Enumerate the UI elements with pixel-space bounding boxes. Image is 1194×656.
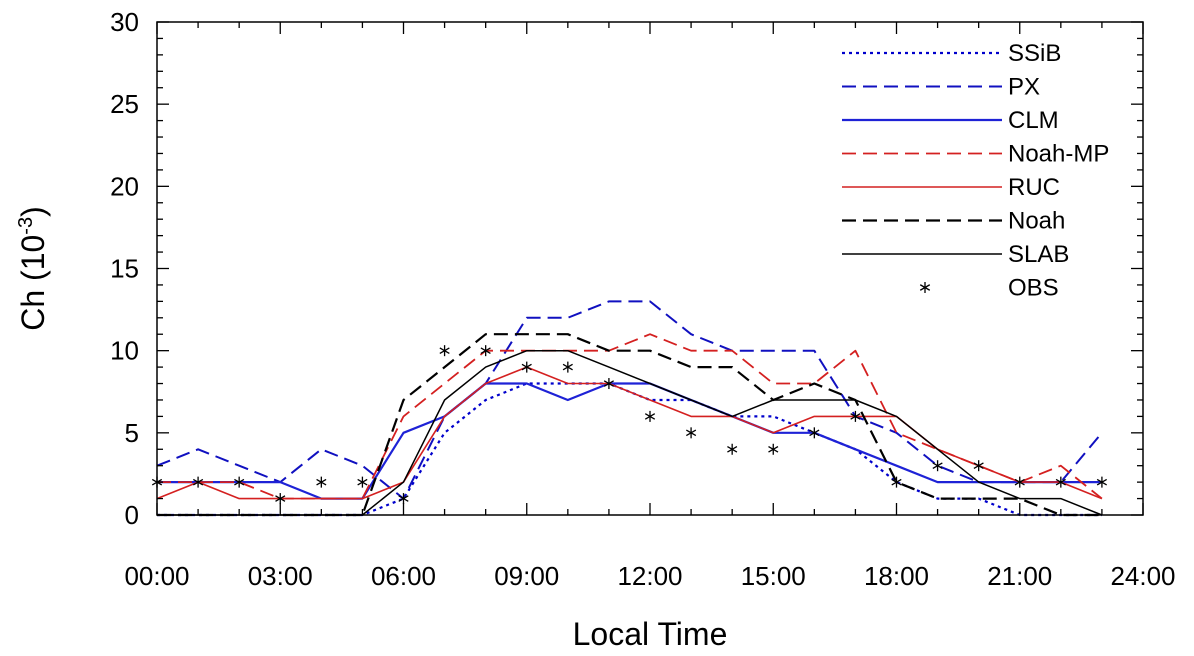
obs-point	[603, 378, 615, 390]
series-line-clm	[157, 382, 1102, 500]
y-axis-title: Ch (10-3)	[15, 206, 51, 331]
obs-point	[891, 476, 902, 488]
obs-point	[316, 476, 327, 488]
obs-point	[192, 476, 204, 488]
legend-label: RUC	[1008, 174, 1060, 201]
obs-point	[234, 476, 245, 488]
series-line-noah-mp	[157, 333, 1103, 500]
obs-point	[685, 427, 697, 439]
x-tick-label: 03:00	[248, 561, 313, 591]
obs-point	[1096, 476, 1108, 488]
obs-point	[809, 427, 820, 439]
legend-label: PX	[1008, 74, 1040, 101]
x-axis-title: Local Time	[573, 616, 728, 652]
x-tick-label: 12:00	[617, 561, 682, 591]
y-axis-title-close: )	[15, 206, 51, 217]
obs-point	[521, 361, 532, 373]
obs-point	[768, 443, 779, 455]
plot-lines	[156, 300, 1103, 517]
x-axis: 00:00 03:00 06:00 09:00 12:00 15:00 18:00 21:00…	[124, 22, 1176, 591]
obs-markers	[151, 345, 1108, 505]
obs-point	[357, 476, 368, 488]
legend-entry-noah: Noah	[842, 208, 1065, 235]
series-line-ruc	[156, 366, 1103, 500]
series-line-ssib	[157, 382, 1102, 517]
legend-swatch	[919, 282, 931, 293]
y-tick-label: 20	[110, 171, 139, 201]
x-tick-label: 18:00	[864, 561, 929, 591]
obs-point	[480, 345, 491, 357]
y-axis-title-main: Ch (10	[15, 235, 51, 331]
series-line-noah	[157, 333, 1102, 517]
y-axis-title-superscript: -3	[15, 217, 37, 235]
y-axis: 0 5 10 15 20 25 30	[110, 7, 1143, 530]
obs-point	[727, 443, 738, 455]
y-tick-label: 0	[125, 500, 139, 530]
legend-label: Noah	[1008, 208, 1065, 235]
x-tick-label: 00:00	[124, 561, 189, 591]
x-tick-label: 15:00	[741, 561, 806, 591]
legend-label: OBS	[1008, 275, 1059, 302]
x-tick-label: 24:00	[1110, 561, 1175, 591]
legend-entry-obs: OBS	[919, 275, 1059, 302]
obs-point	[932, 460, 943, 472]
legend-label: Noah-MP	[1008, 141, 1109, 168]
legend-label: CLM	[1008, 107, 1059, 134]
y-tick-label: 30	[110, 7, 139, 37]
series-line-px	[156, 300, 1103, 500]
legend-entry-px: PX	[842, 74, 1040, 101]
y-tick-label: 10	[110, 336, 139, 366]
x-tick-label: 06:00	[371, 561, 436, 591]
obs-point	[398, 493, 409, 505]
y-tick-label: 5	[125, 418, 139, 448]
obs-point	[275, 493, 286, 505]
legend-label: SSiB	[1008, 40, 1061, 67]
legend-entry-noah-mp: Noah-MP	[842, 141, 1109, 168]
x-tick-label: 09:00	[494, 561, 559, 591]
legend: SSiB PX CLM Noah-MP RUC Noah SLAB OBS	[842, 40, 1109, 302]
legend-entry-slab: SLAB	[842, 241, 1069, 268]
legend-entry-ssib: SSiB	[842, 40, 1061, 67]
obs-point	[973, 460, 984, 472]
obs-point	[850, 410, 861, 422]
obs-point	[562, 361, 573, 373]
plot-frame	[156, 21, 1144, 516]
legend-entry-ruc: RUC	[842, 174, 1060, 201]
obs-point	[1055, 476, 1066, 488]
y-tick-label: 25	[110, 89, 139, 119]
obs-point	[1014, 476, 1025, 488]
x-tick-label: 21:00	[987, 561, 1052, 591]
legend-label: SLAB	[1008, 241, 1069, 268]
legend-entry-clm: CLM	[842, 107, 1059, 134]
obs-point	[439, 345, 450, 357]
y-tick-label: 15	[110, 254, 139, 284]
obs-point	[644, 410, 656, 422]
